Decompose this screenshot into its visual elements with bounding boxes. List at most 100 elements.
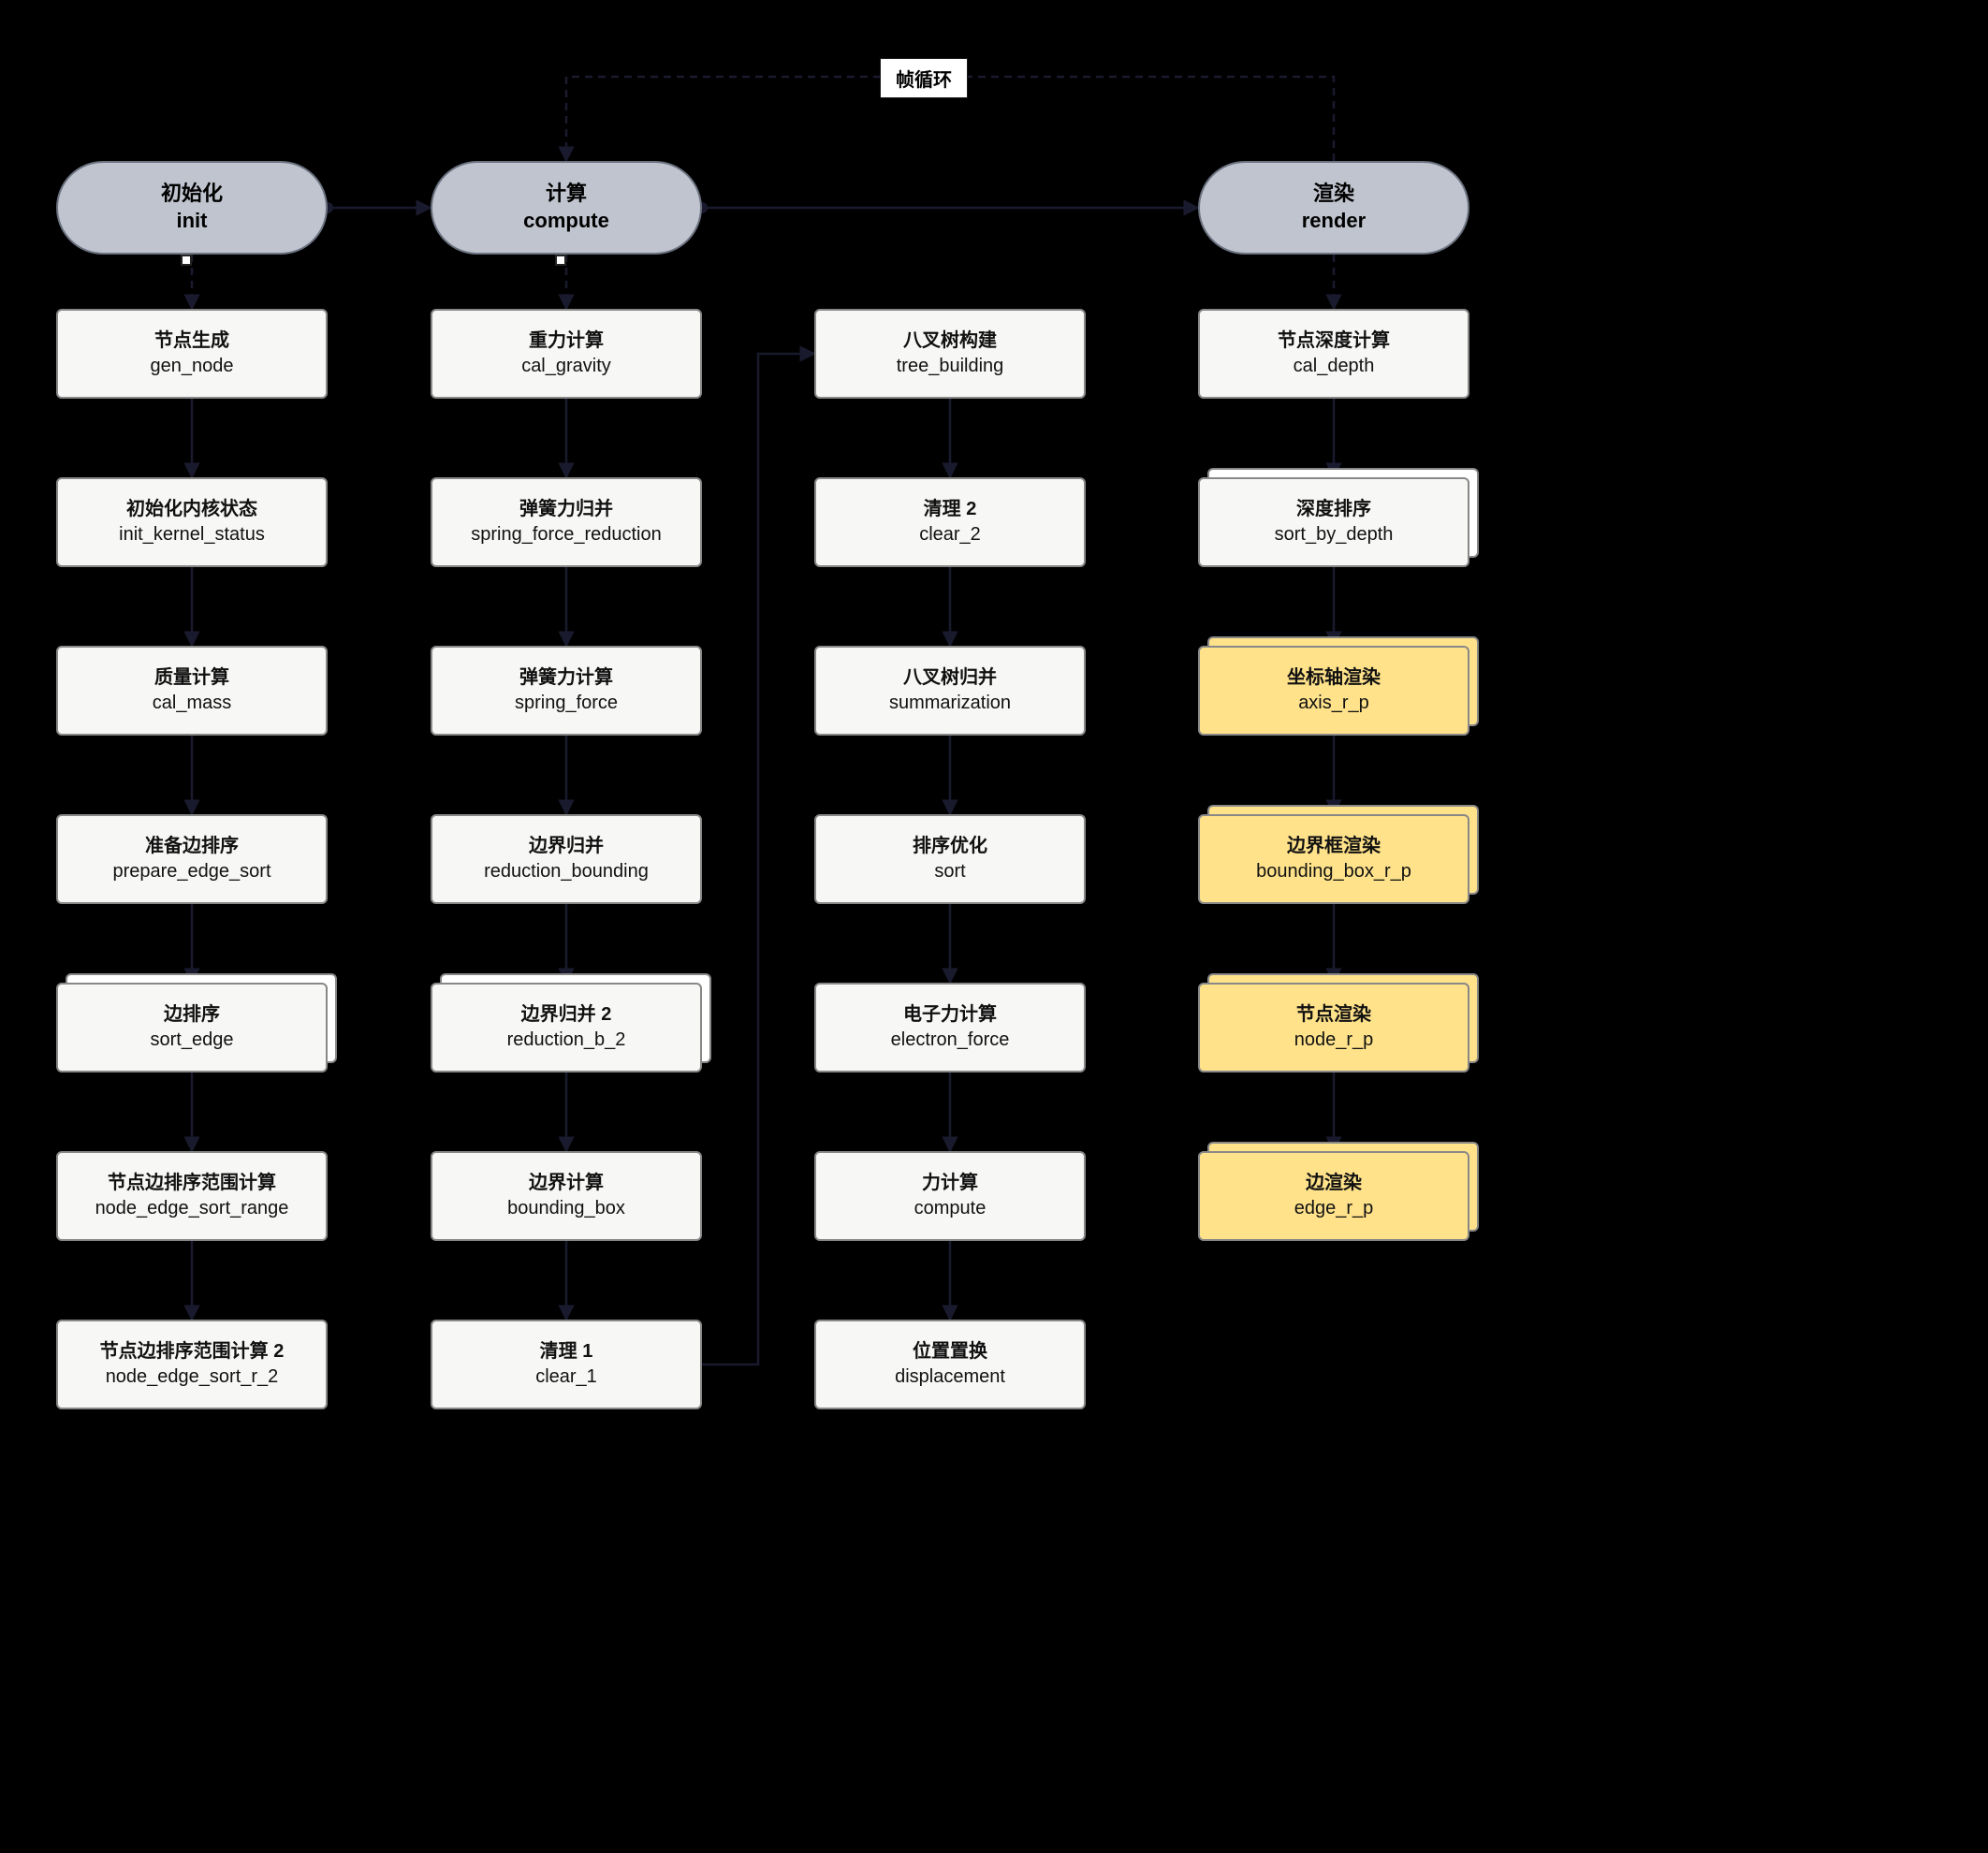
node-compute_b-1: 清理 2clear_2: [814, 477, 1086, 567]
node-box: 边界归并 2reduction_b_2: [431, 983, 702, 1072]
node-title: 电子力计算: [903, 1002, 997, 1028]
stage-init: 初始化init: [56, 161, 328, 255]
node-compute-4: 边界归并 2reduction_b_2: [431, 983, 702, 1072]
node-box: 力计算compute: [814, 1151, 1086, 1241]
node-render-3: 边界框渲染bounding_box_r_p: [1198, 814, 1469, 904]
node-sub: tree_building: [897, 354, 1004, 379]
node-sub: cal_depth: [1294, 354, 1375, 379]
node-sub: init_kernel_status: [119, 522, 265, 547]
node-sub: sort_by_depth: [1275, 522, 1394, 547]
node-sub: node_edge_sort_range: [95, 1196, 289, 1221]
node-sub: sort: [934, 859, 965, 884]
node-sub: clear_1: [535, 1364, 597, 1390]
node-box: 深度排序sort_by_depth: [1198, 477, 1469, 567]
stage-sub: init: [177, 208, 208, 235]
node-render-2: 坐标轴渲染axis_r_p: [1198, 646, 1469, 736]
node-box: 弹簧力计算spring_force: [431, 646, 702, 736]
node-box: 节点边排序范围计算node_edge_sort_range: [56, 1151, 328, 1241]
node-box: 准备边排序prepare_edge_sort: [56, 814, 328, 904]
node-box: 位置置换displacement: [814, 1320, 1086, 1409]
node-title: 清理 2: [924, 497, 977, 522]
node-compute-6: 清理 1clear_1: [431, 1320, 702, 1409]
node-sub: node_r_p: [1294, 1028, 1374, 1053]
node-init-4: 边排序sort_edge: [56, 983, 328, 1072]
node-box: 边排序sort_edge: [56, 983, 328, 1072]
node-box: 排序优化sort: [814, 814, 1086, 904]
node-box: 边界归并reduction_bounding: [431, 814, 702, 904]
node-title: 节点生成: [154, 328, 229, 354]
node-title: 边界框渲染: [1287, 834, 1381, 859]
node-sub: node_edge_sort_r_2: [106, 1364, 279, 1390]
node-init-3: 准备边排序prepare_edge_sort: [56, 814, 328, 904]
node-box: 边渲染edge_r_p: [1198, 1151, 1469, 1241]
node-sub: spring_force: [515, 691, 618, 716]
node-compute_b-4: 电子力计算electron_force: [814, 983, 1086, 1072]
node-sub: gen_node: [151, 354, 234, 379]
node-sub: axis_r_p: [1298, 691, 1369, 716]
node-compute_b-5: 力计算compute: [814, 1151, 1086, 1241]
node-sub: sort_edge: [151, 1028, 234, 1053]
node-box: 清理 2clear_2: [814, 477, 1086, 567]
node-init-1: 初始化内核状态init_kernel_status: [56, 477, 328, 567]
node-title: 节点边排序范围计算: [108, 1171, 276, 1196]
node-title: 初始化内核状态: [126, 497, 257, 522]
node-sub: bounding_box_r_p: [1256, 859, 1411, 884]
node-render-0: 节点深度计算cal_depth: [1198, 309, 1469, 399]
node-sub: spring_force_reduction: [471, 522, 661, 547]
node-compute_b-3: 排序优化sort: [814, 814, 1086, 904]
node-compute_b-6: 位置置换displacement: [814, 1320, 1086, 1409]
node-sub: clear_2: [919, 522, 981, 547]
node-title: 弹簧力计算: [519, 665, 613, 691]
loop-label: 帧循环: [880, 58, 968, 98]
node-sub: bounding_box: [507, 1196, 625, 1221]
node-title: 深度排序: [1296, 497, 1371, 522]
node-sub: cal_mass: [153, 691, 231, 716]
node-compute-5: 边界计算bounding_box: [431, 1151, 702, 1241]
node-box: 节点深度计算cal_depth: [1198, 309, 1469, 399]
stage-sub: compute: [523, 208, 609, 235]
node-init-0: 节点生成gen_node: [56, 309, 328, 399]
node-box: 节点生成gen_node: [56, 309, 328, 399]
node-sub: electron_force: [891, 1028, 1010, 1053]
node-box: 初始化内核状态init_kernel_status: [56, 477, 328, 567]
node-sub: reduction_bounding: [484, 859, 649, 884]
node-compute-1: 弹簧力归并spring_force_reduction: [431, 477, 702, 567]
loop-label-text: 帧循环: [896, 70, 952, 91]
node-sub: compute: [914, 1196, 987, 1221]
node-title: 节点边排序范围计算 2: [100, 1339, 285, 1364]
node-compute_b-2: 八叉树归并summarization: [814, 646, 1086, 736]
node-title: 边界归并 2: [521, 1002, 612, 1028]
node-box: 清理 1clear_1: [431, 1320, 702, 1409]
stage-title: 渲染: [1313, 181, 1354, 208]
node-title: 准备边排序: [145, 834, 239, 859]
node-box: 边界框渲染bounding_box_r_p: [1198, 814, 1469, 904]
node-title: 边界归并: [529, 834, 604, 859]
node-sub: summarization: [889, 691, 1011, 716]
node-init-5: 节点边排序范围计算node_edge_sort_range: [56, 1151, 328, 1241]
node-sub: cal_gravity: [521, 354, 611, 379]
node-title: 坐标轴渲染: [1287, 665, 1381, 691]
node-box: 八叉树归并summarization: [814, 646, 1086, 736]
node-title: 边排序: [164, 1002, 220, 1028]
node-compute_b-0: 八叉树构建tree_building: [814, 309, 1086, 399]
node-box: 弹簧力归并spring_force_reduction: [431, 477, 702, 567]
node-box: 重力计算cal_gravity: [431, 309, 702, 399]
node-title: 弹簧力归并: [519, 497, 613, 522]
node-render-5: 边渲染edge_r_p: [1198, 1151, 1469, 1241]
node-title: 清理 1: [540, 1339, 593, 1364]
node-init-6: 节点边排序范围计算 2node_edge_sort_r_2: [56, 1320, 328, 1409]
node-title: 位置置换: [913, 1339, 987, 1364]
node-box: 质量计算cal_mass: [56, 646, 328, 736]
node-box: 八叉树构建tree_building: [814, 309, 1086, 399]
node-init-2: 质量计算cal_mass: [56, 646, 328, 736]
node-sub: prepare_edge_sort: [112, 859, 270, 884]
stage-compute: 计算compute: [431, 161, 702, 255]
node-box: 节点边排序范围计算 2node_edge_sort_r_2: [56, 1320, 328, 1409]
node-title: 重力计算: [529, 328, 604, 354]
node-box: 节点渲染node_r_p: [1198, 983, 1469, 1072]
node-title: 边渲染: [1306, 1171, 1362, 1196]
node-box: 电子力计算electron_force: [814, 983, 1086, 1072]
stage-sub: render: [1302, 208, 1366, 235]
node-title: 排序优化: [913, 834, 987, 859]
node-title: 质量计算: [154, 665, 229, 691]
